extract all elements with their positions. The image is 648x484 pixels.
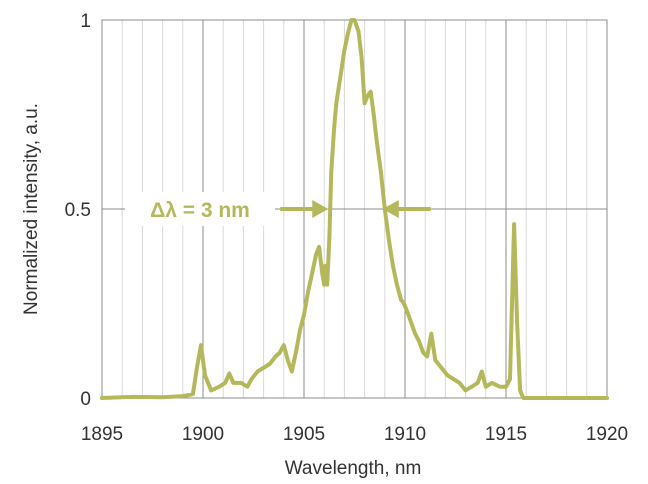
y-tick-label: 0.5 [65,200,91,221]
x-tick-label: 1900 [182,424,224,445]
y-tick-label: 1 [80,11,91,32]
x-tick-label: 1910 [384,424,426,445]
spectrum-line [100,18,609,400]
x-tick-label: 1905 [283,424,325,445]
fwhm-annotation: Δλ = 3 nm [125,192,431,226]
y-tick-label: 0 [80,389,91,410]
y-axis-label: Normalized intensity, a.u. [21,103,42,315]
x-axis-ticks: 1895 1900 1905 1910 1915 1920 [81,424,628,445]
x-axis-label: Wavelength, nm [285,458,422,479]
right-arrow-head [382,200,399,218]
annotation-label: Δλ = 3 nm [150,199,250,222]
left-arrow-head [312,200,329,218]
annotation-label-bg [125,192,275,226]
x-tick-label: 1895 [81,424,123,445]
y-axis-ticks: 00.51 [65,11,91,410]
x-tick-label: 1920 [586,424,628,445]
series-layer [100,18,609,400]
x-tick-label: 1915 [485,424,527,445]
